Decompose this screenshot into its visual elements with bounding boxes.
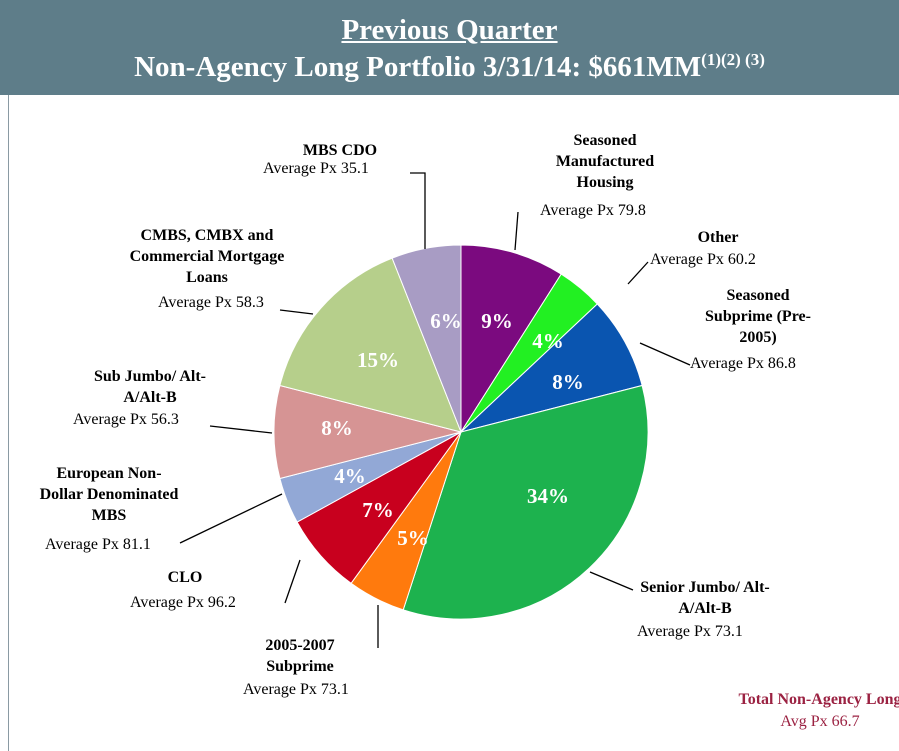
slice-name: Senior Jumbo/ Alt-A/Alt-B xyxy=(640,579,770,617)
leader-line xyxy=(589,571,634,591)
chart-title: Non-Agency Long Portfolio 3/31/14: $661M… xyxy=(134,51,702,83)
pie-slice xyxy=(391,244,462,433)
leader-line xyxy=(627,261,649,285)
total-label: Total Non-Agency Long xyxy=(738,691,899,708)
percent-label: 4% xyxy=(334,464,366,488)
pie-slice xyxy=(279,257,462,433)
slice-name: CMBS, CMBX and Commercial Mortgage Loans xyxy=(129,227,285,286)
leader-line xyxy=(279,309,314,315)
slice-detail: Average Px 58.3 xyxy=(158,294,264,311)
slice-name: Sub Jumbo/ Alt-A/Alt-B xyxy=(93,368,207,406)
slice-name: CLO xyxy=(167,569,203,586)
leader-line xyxy=(179,493,283,544)
slice-name: 2005-2007 Subprime xyxy=(265,637,335,675)
slice-detail: Average Px 73.1 xyxy=(637,623,743,640)
percent-label: 8% xyxy=(552,370,584,394)
slice-name: MBS CDO xyxy=(302,142,378,159)
left-rule xyxy=(8,95,9,751)
slice-name: Seasoned Manufactured Housing xyxy=(555,132,655,191)
pie-slice xyxy=(402,384,649,620)
slice-detail: Average Px 79.8 xyxy=(540,202,646,219)
percent-label: 4% xyxy=(532,329,564,353)
leader-line xyxy=(639,342,691,366)
header-bar: Previous Quarter Non-Agency Long Portfol… xyxy=(0,0,899,95)
percent-label: 34% xyxy=(527,484,569,508)
title-line: Non-Agency Long Portfolio 3/31/14: $661M… xyxy=(0,50,899,84)
percent-label: 15% xyxy=(357,348,399,372)
total-detail: Avg Px 66.7 xyxy=(780,713,860,730)
leader-line xyxy=(514,211,519,251)
title-note: (1)(2) (3) xyxy=(701,50,765,69)
slice-detail: Average Px 81.1 xyxy=(45,536,151,553)
slice-detail: Average Px 96.2 xyxy=(130,594,236,611)
slice-name: Other xyxy=(697,229,739,246)
pie-slice xyxy=(460,244,562,434)
slice-detail: Average Px 56.3 xyxy=(73,411,179,428)
slice-name: European Non-Dollar Denominated MBS xyxy=(39,465,179,524)
percent-label: 9% xyxy=(481,309,513,333)
percent-label: 6% xyxy=(430,309,462,333)
percent-label: 8% xyxy=(321,416,353,440)
heading: Previous Quarter xyxy=(341,14,558,46)
slice-detail: Average Px 60.2 xyxy=(650,251,756,268)
slice-detail: Average Px 86.8 xyxy=(690,355,796,372)
slice-detail: Average Px 35.1 xyxy=(263,160,369,177)
percent-label: 7% xyxy=(362,498,394,522)
slice-detail: Average Px 73.1 xyxy=(243,681,349,698)
percent-label: 5% xyxy=(397,526,429,550)
total-box: Total Non-Agency Long Avg Px 66.7 xyxy=(720,689,899,733)
slice-name: Seasoned Subprime (Pre-2005) xyxy=(705,287,811,346)
leader-line xyxy=(410,172,426,249)
pie-slice xyxy=(273,384,462,480)
leader-line xyxy=(209,425,273,434)
leader-line xyxy=(284,559,301,604)
pie-slice xyxy=(460,303,643,433)
